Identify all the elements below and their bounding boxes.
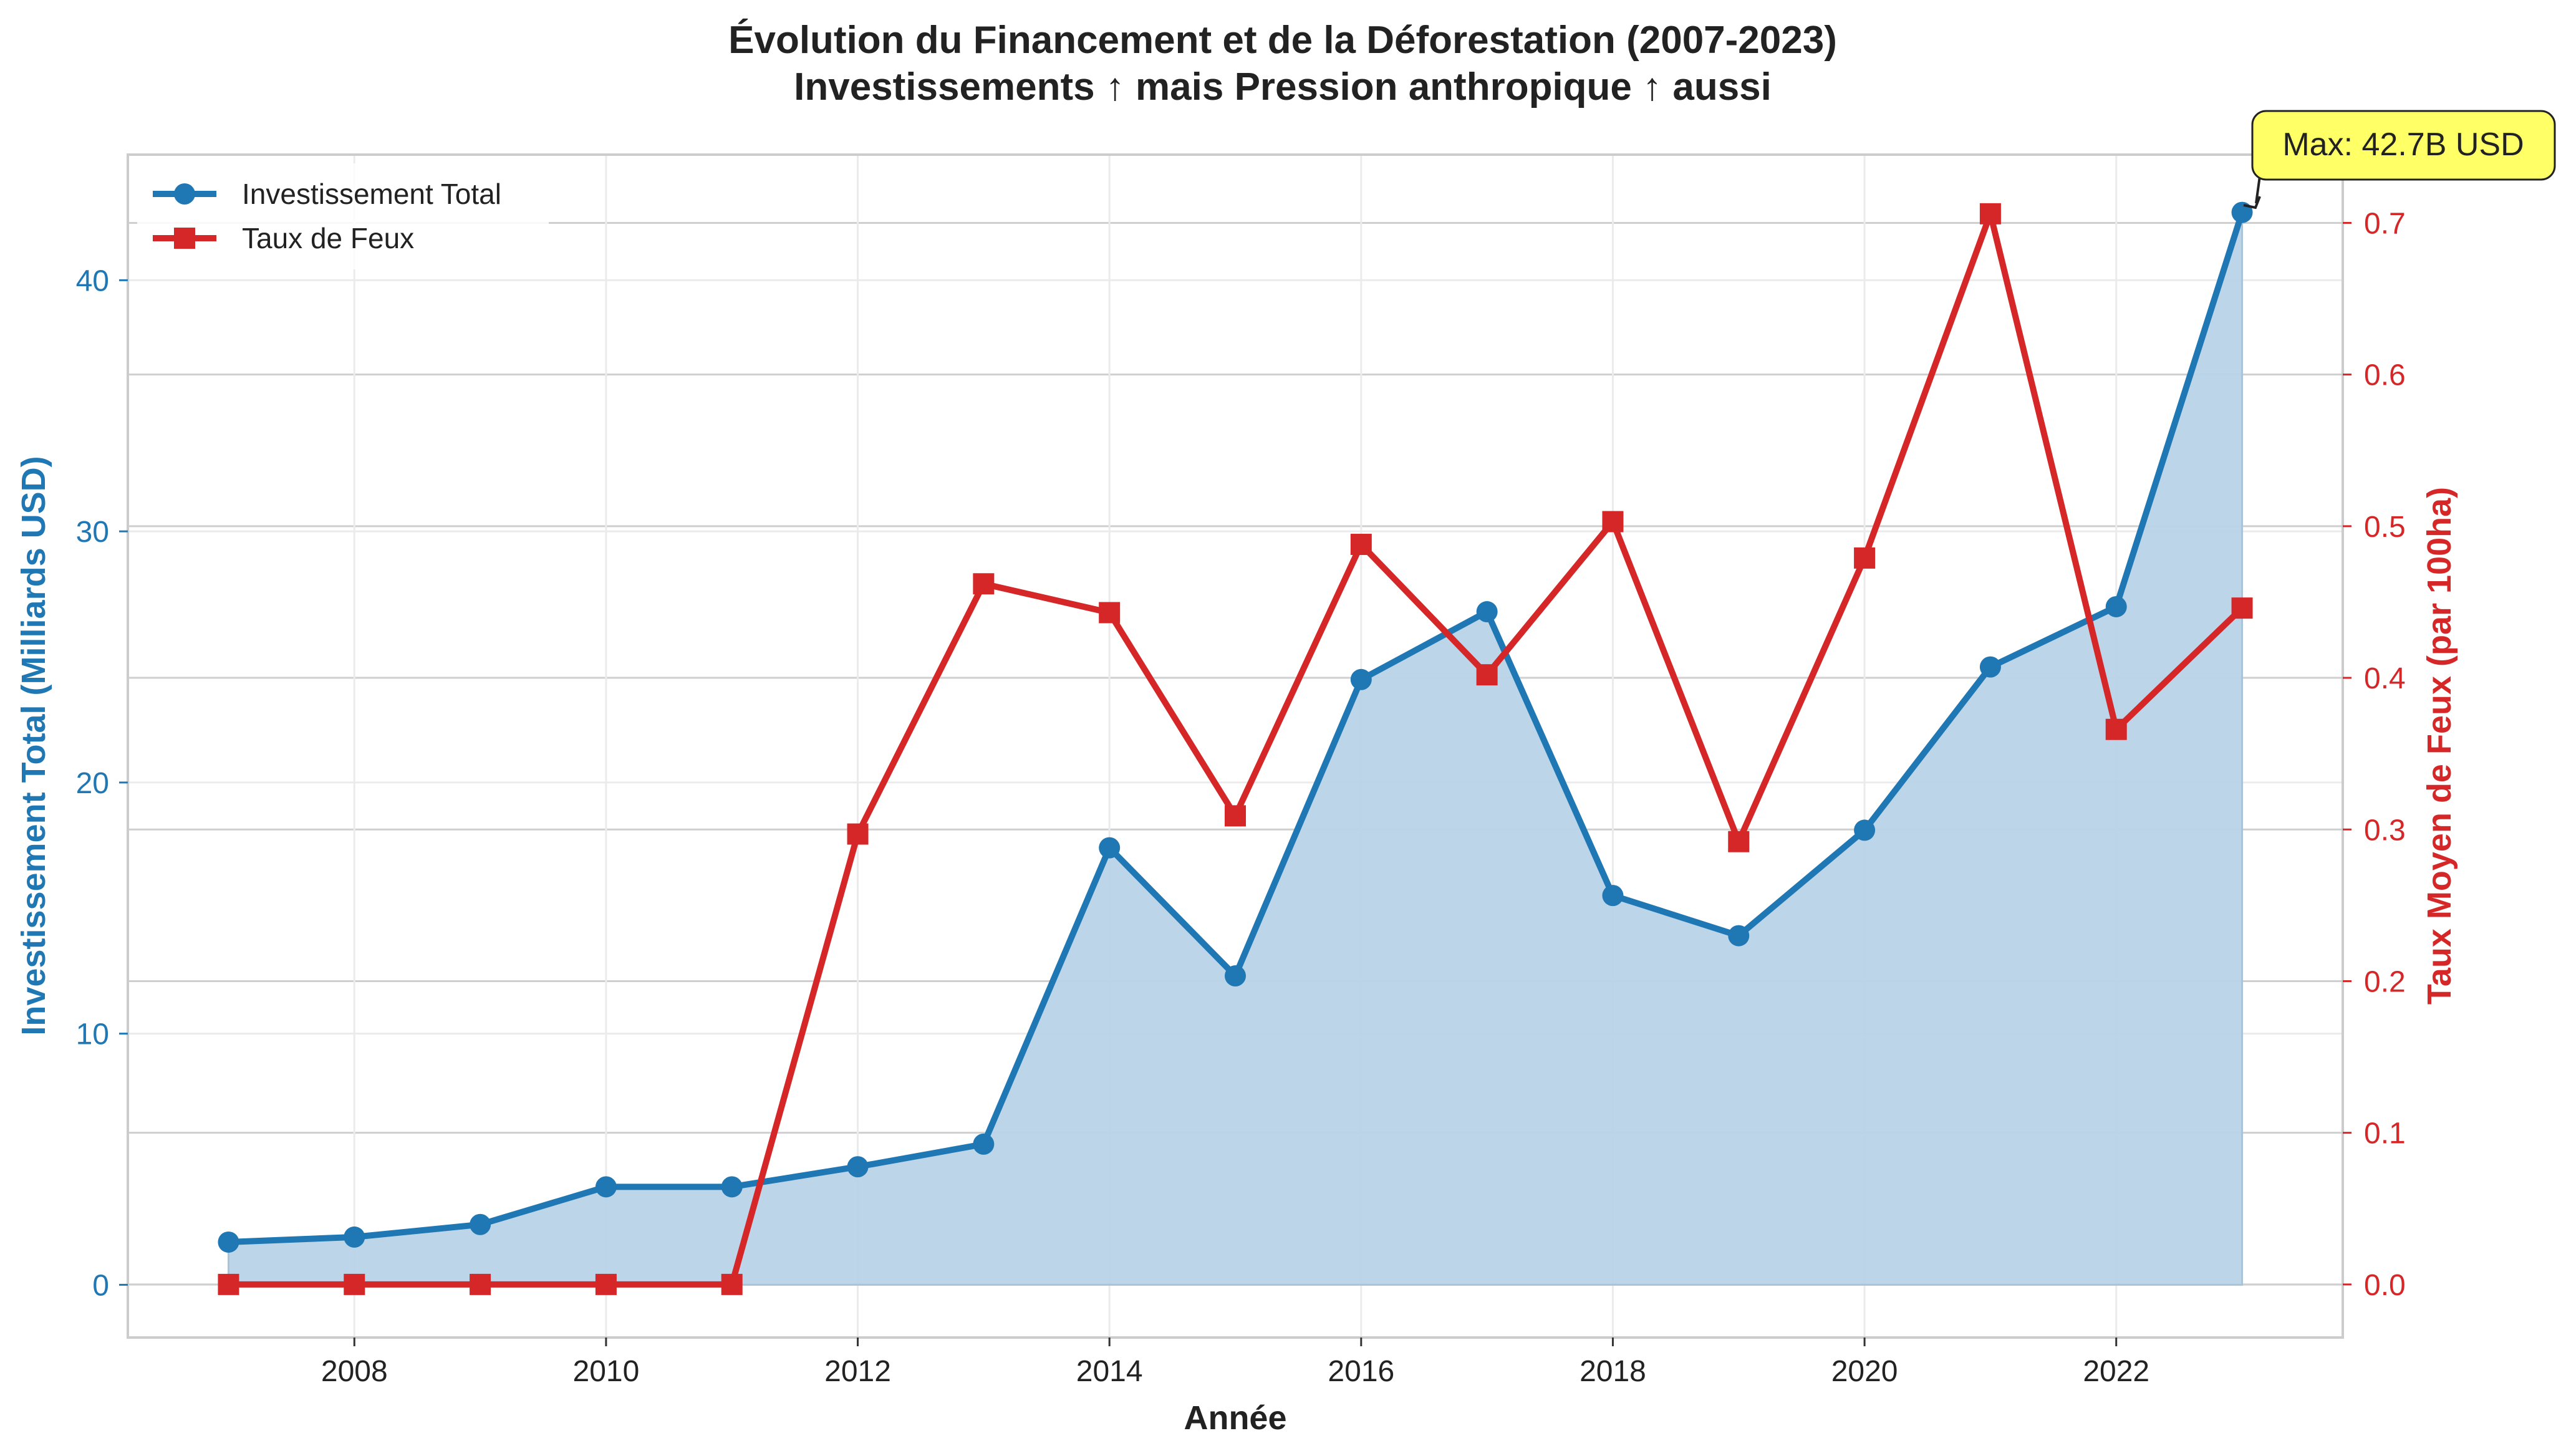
x-tick-label-1: 2010 bbox=[573, 1355, 640, 1388]
x-tick-label-5: 2018 bbox=[1580, 1355, 1646, 1388]
left-tick-label-4: 40 bbox=[76, 264, 109, 297]
fire-rate-point-2007 bbox=[218, 1273, 239, 1295]
left-axis-label: Investissement Total (Milliards USD) bbox=[15, 456, 52, 1035]
fire-rate-point-2020 bbox=[1854, 547, 1876, 569]
fire-rate-point-2015 bbox=[1225, 805, 1246, 827]
x-tick-label-2: 2012 bbox=[824, 1355, 891, 1388]
fire-rate-point-2021 bbox=[1979, 203, 2001, 224]
legend-label-feux: Taux de Feux bbox=[242, 222, 414, 254]
investment-point-2007 bbox=[218, 1231, 239, 1253]
legend-marker-investissement bbox=[174, 183, 195, 205]
investment-point-2022 bbox=[2105, 595, 2127, 617]
investment-point-2010 bbox=[595, 1176, 617, 1198]
investment-point-2020 bbox=[1854, 819, 1876, 841]
right-tick-label-6: 0.6 bbox=[2364, 359, 2406, 392]
fire-rate-point-2011 bbox=[721, 1273, 743, 1295]
x-tick-label-6: 2020 bbox=[1831, 1355, 1898, 1388]
investment-point-2018 bbox=[1602, 885, 1624, 907]
left-tick-label-3: 30 bbox=[76, 516, 109, 549]
right-axis-label: Taux Moyen de Feux (par 100ha) bbox=[2421, 487, 2458, 1005]
legend-label-investissement: Investissement Total bbox=[242, 178, 501, 210]
fire-rate-point-2009 bbox=[470, 1273, 491, 1295]
right-tick-label-3: 0.3 bbox=[2364, 814, 2406, 847]
fire-rate-point-2018 bbox=[1602, 511, 1624, 533]
investment-point-2009 bbox=[470, 1213, 491, 1235]
investment-point-2014 bbox=[1099, 837, 1121, 859]
right-tick-label-4: 0.4 bbox=[2364, 662, 2406, 695]
x-tick-label-3: 2014 bbox=[1076, 1355, 1143, 1388]
legend-box bbox=[137, 163, 549, 269]
annotation-text: Max: 42.7B USD bbox=[2282, 127, 2524, 163]
fire-rate-point-2023 bbox=[2231, 597, 2253, 619]
x-tick-label-7: 2022 bbox=[2083, 1355, 2149, 1388]
investment-point-2019 bbox=[1728, 925, 1750, 947]
series-layer bbox=[218, 201, 2253, 1295]
fire-rate-point-2008 bbox=[344, 1273, 365, 1295]
max-annotation: Max: 42.7B USD bbox=[2243, 110, 2556, 210]
chart-title: Évolution du Financement et de la Défore… bbox=[728, 19, 1837, 62]
annotation-arrow-head bbox=[2243, 196, 2261, 210]
legend-marker-feux bbox=[174, 228, 195, 249]
investment-point-2012 bbox=[847, 1156, 869, 1178]
left-axis-ticks: 0 10 20 30 40 bbox=[76, 264, 128, 1302]
fire-rate-point-2014 bbox=[1099, 602, 1121, 624]
x-tick-label-0: 2008 bbox=[321, 1355, 388, 1388]
x-axis-label: Année bbox=[1184, 1399, 1286, 1437]
left-tick-label-1: 10 bbox=[76, 1018, 109, 1051]
left-tick-label-0: 0 bbox=[92, 1269, 109, 1302]
investment-point-2013 bbox=[973, 1133, 995, 1155]
right-tick-label-0: 0.0 bbox=[2364, 1269, 2406, 1302]
legend: Investissement Total Taux de Feux bbox=[137, 163, 549, 269]
fire-rate-point-2010 bbox=[595, 1273, 617, 1295]
fire-rate-point-2016 bbox=[1350, 534, 1372, 556]
annotation-box bbox=[2251, 110, 2556, 181]
x-axis-ticks: 2008 2010 2012 2014 2016 2018 2020 2022 bbox=[321, 1338, 2149, 1388]
investment-point-2011 bbox=[721, 1176, 743, 1198]
investment-point-2015 bbox=[1225, 965, 1246, 987]
fire-rate-point-2019 bbox=[1728, 831, 1750, 852]
x-tick-label-4: 2016 bbox=[1328, 1355, 1394, 1388]
right-tick-label-7: 0.7 bbox=[2364, 207, 2406, 240]
chart-subtitle: Investissements ↑ mais Pression anthropi… bbox=[794, 65, 1772, 108]
left-tick-label-2: 20 bbox=[76, 767, 109, 800]
investment-point-2017 bbox=[1476, 601, 1498, 623]
right-tick-label-1: 0.1 bbox=[2364, 1117, 2406, 1150]
investment-point-2021 bbox=[1979, 656, 2001, 678]
fire-rate-point-2017 bbox=[1476, 664, 1498, 686]
right-tick-label-5: 0.5 bbox=[2364, 511, 2406, 544]
plot-frame bbox=[127, 153, 2344, 1339]
investment-point-2008 bbox=[344, 1226, 365, 1248]
fire-rate-point-2012 bbox=[847, 823, 869, 845]
investment-point-2023 bbox=[2231, 201, 2253, 223]
right-axis-ticks: 0.0 0.1 0.2 0.3 0.4 0.5 0.6 0.7 bbox=[2343, 207, 2406, 1302]
right-tick-label-2: 0.2 bbox=[2364, 965, 2406, 998]
fire-rate-point-2013 bbox=[973, 573, 995, 595]
fire-rate-point-2022 bbox=[2105, 718, 2127, 740]
investment-point-2016 bbox=[1350, 668, 1372, 690]
